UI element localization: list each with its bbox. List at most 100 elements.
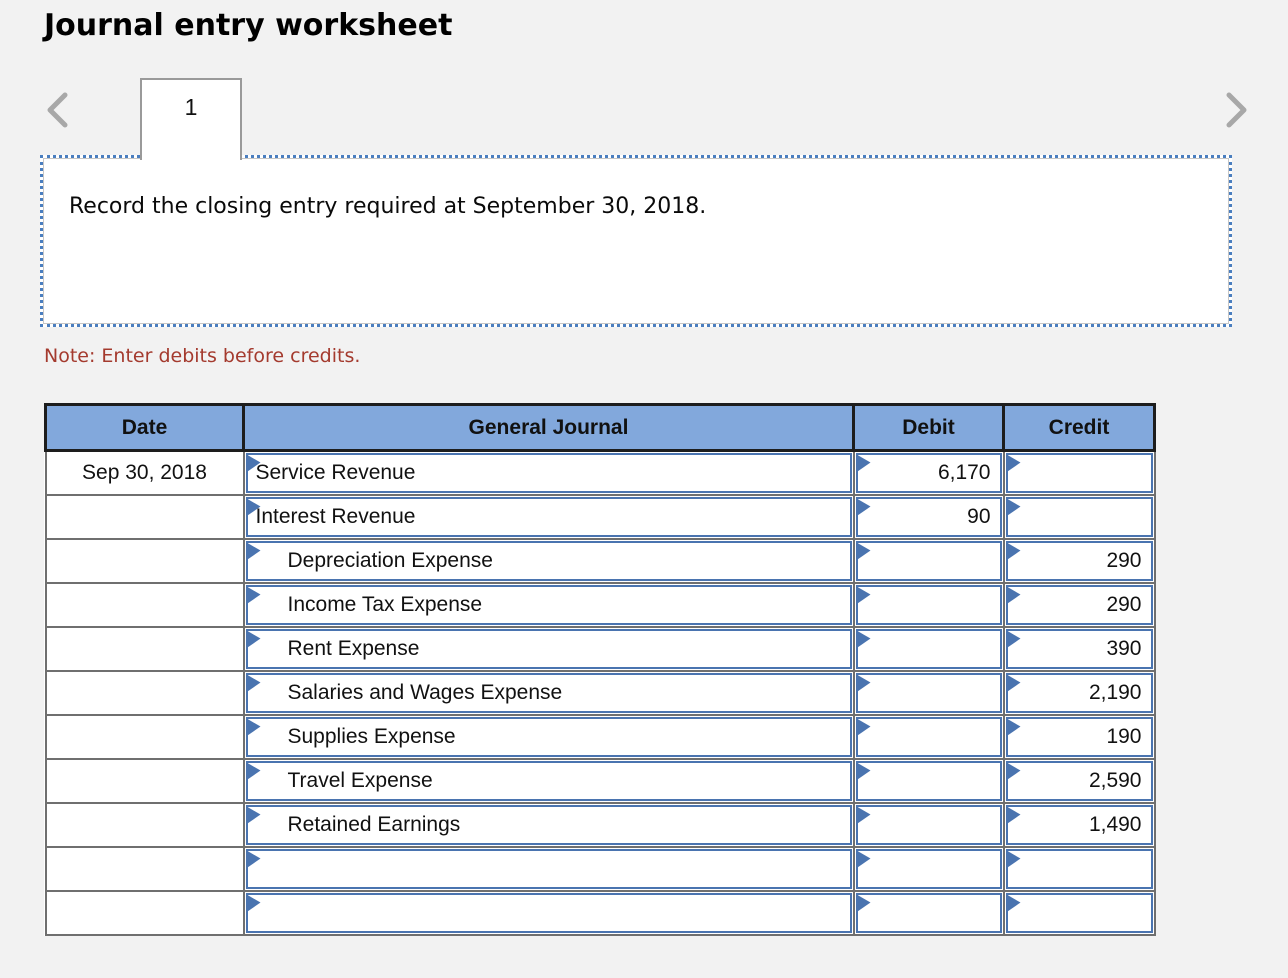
- debit-input[interactable]: [855, 629, 1002, 669]
- credit-cell: [1002, 846, 1156, 892]
- debit-cell: [852, 670, 1005, 716]
- table-row: Supplies Expense 190: [44, 714, 1156, 760]
- account-input[interactable]: Supplies Expense: [245, 717, 852, 757]
- credit-value: 2,190: [1088, 681, 1142, 704]
- account-value: Salaries and Wages Expense: [287, 681, 563, 704]
- chevron-left-icon: [47, 92, 68, 128]
- debit-input[interactable]: [855, 585, 1002, 625]
- account-input[interactable]: Income Tax Expense: [245, 585, 852, 625]
- debit-input[interactable]: [855, 717, 1002, 757]
- date-cell: [44, 714, 245, 760]
- date-cell: [44, 670, 245, 716]
- note-text: Note: Enter debits before credits.: [44, 345, 361, 367]
- account-input[interactable]: Travel Expense: [245, 761, 852, 801]
- credit-input[interactable]: 2,190: [1005, 673, 1153, 713]
- credit-input[interactable]: [1005, 497, 1153, 537]
- credit-value: 2,590: [1088, 769, 1142, 792]
- cell-marker-icon: [857, 851, 871, 868]
- debit-input[interactable]: 90: [855, 497, 1002, 537]
- table-row: Sep 30, 2018 Service Revenue 6,170: [44, 449, 1156, 496]
- debit-cell: [852, 758, 1005, 804]
- credit-input[interactable]: [1005, 849, 1153, 889]
- credit-input[interactable]: 1,490: [1005, 805, 1153, 845]
- date-cell: [44, 890, 245, 936]
- account-cell: [242, 846, 855, 892]
- cell-marker-icon: [1007, 499, 1021, 516]
- debit-input[interactable]: 6,170: [855, 453, 1002, 493]
- credit-cell: 1,490: [1002, 802, 1156, 848]
- debit-cell: [852, 582, 1005, 628]
- credit-cell: [1002, 890, 1156, 936]
- tab-1-label: 1: [184, 93, 198, 120]
- cell-marker-icon: [247, 895, 261, 912]
- debit-input[interactable]: [855, 805, 1002, 845]
- cell-marker-icon: [857, 675, 871, 692]
- date-cell: [44, 582, 245, 628]
- table-row: Interest Revenue 90: [44, 494, 1156, 540]
- account-cell: Travel Expense: [242, 758, 855, 804]
- account-input[interactable]: Interest Revenue: [245, 497, 852, 537]
- table-row: [44, 846, 1156, 892]
- cell-marker-icon: [1007, 455, 1021, 472]
- account-value: Supplies Expense: [287, 725, 456, 748]
- credit-input[interactable]: 190: [1005, 717, 1153, 757]
- account-input[interactable]: Salaries and Wages Expense: [245, 673, 852, 713]
- debit-cell: [852, 846, 1005, 892]
- next-entry-button[interactable]: [1224, 88, 1254, 132]
- debit-cell: 90: [852, 494, 1005, 540]
- date-cell: Sep 30, 2018: [44, 449, 245, 496]
- account-value: Retained Earnings: [287, 813, 461, 836]
- debit-input[interactable]: [855, 673, 1002, 713]
- account-cell: Salaries and Wages Expense: [242, 670, 855, 716]
- credit-value: 390: [1106, 637, 1142, 660]
- table-row: Travel Expense 2,590: [44, 758, 1156, 804]
- column-header-date: Date: [44, 403, 245, 452]
- cell-marker-icon: [857, 543, 871, 560]
- credit-input[interactable]: 2,590: [1005, 761, 1153, 801]
- date-cell: [44, 626, 245, 672]
- credit-input[interactable]: [1005, 453, 1153, 493]
- cell-marker-icon: [857, 631, 871, 648]
- date-cell: [44, 538, 245, 584]
- debit-cell: 6,170: [852, 449, 1005, 496]
- account-input[interactable]: [245, 849, 852, 889]
- cell-marker-icon: [247, 851, 261, 868]
- debit-input[interactable]: [855, 849, 1002, 889]
- credit-cell: 390: [1002, 626, 1156, 672]
- credit-value: 290: [1106, 549, 1142, 572]
- column-header-general-journal: General Journal: [242, 403, 855, 452]
- header-row: Date General Journal Debit Credit: [44, 403, 1156, 452]
- account-input[interactable]: Retained Earnings: [245, 805, 852, 845]
- account-cell: Service Revenue: [242, 449, 855, 496]
- debit-input[interactable]: [855, 893, 1002, 933]
- tab-1[interactable]: 1: [140, 78, 242, 160]
- debit-input[interactable]: [855, 761, 1002, 801]
- debit-input[interactable]: [855, 541, 1002, 581]
- prev-entry-button[interactable]: [44, 88, 74, 132]
- credit-input[interactable]: 390: [1005, 629, 1153, 669]
- credit-value: 1,490: [1088, 813, 1142, 836]
- credit-input[interactable]: 290: [1005, 585, 1153, 625]
- journal-table-body: Sep 30, 2018 Service Revenue 6,170: [44, 449, 1156, 936]
- cell-marker-icon: [1007, 895, 1021, 912]
- credit-cell: 2,190: [1002, 670, 1156, 716]
- credit-cell: 290: [1002, 538, 1156, 584]
- account-input[interactable]: Service Revenue: [245, 453, 852, 493]
- credit-input[interactable]: 290: [1005, 541, 1153, 581]
- account-value: Service Revenue: [255, 461, 416, 484]
- credit-cell: [1002, 449, 1156, 496]
- account-value: Depreciation Expense: [287, 549, 493, 572]
- credit-cell: 2,590: [1002, 758, 1156, 804]
- cell-marker-icon: [857, 895, 871, 912]
- table-row: Income Tax Expense 290: [44, 582, 1156, 628]
- account-value: Interest Revenue: [255, 505, 416, 528]
- account-value: Travel Expense: [287, 769, 433, 792]
- account-input[interactable]: Depreciation Expense: [245, 541, 852, 581]
- account-input[interactable]: [245, 893, 852, 933]
- cell-marker-icon: [857, 719, 871, 736]
- account-input[interactable]: Rent Expense: [245, 629, 852, 669]
- credit-input[interactable]: [1005, 893, 1153, 933]
- date-cell: [44, 758, 245, 804]
- prompt-box: Record the closing entry required at Sep…: [40, 155, 1232, 327]
